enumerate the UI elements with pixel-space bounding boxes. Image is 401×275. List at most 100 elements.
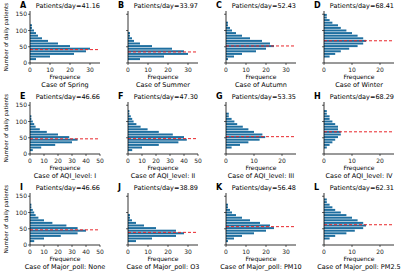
- bar: [30, 128, 40, 130]
- bar: [226, 118, 232, 120]
- x-tick-label: 0: [28, 66, 32, 73]
- bar: [226, 115, 229, 117]
- bar: [324, 113, 327, 115]
- mean-line: [128, 51, 198, 52]
- bar: [324, 235, 335, 237]
- bar: [324, 45, 358, 47]
- x-tick-label: 10: [144, 66, 152, 73]
- caption: Case of Summer: [136, 81, 190, 89]
- x-axis: [226, 154, 296, 155]
- x-tick-label: 10: [40, 248, 48, 255]
- panel: 0102030JPatients/day=38.89FrequenceCase …: [117, 183, 199, 271]
- x-tick-label: 30: [184, 248, 192, 255]
- mean-line: [30, 229, 100, 230]
- panel-letter: K: [216, 183, 223, 192]
- y-tick: [322, 228, 324, 229]
- x-tick-label: 20: [376, 248, 384, 255]
- y-label: Number of daily patients: [3, 3, 10, 71]
- panel-title: Patients/day=41.16: [36, 2, 100, 10]
- bar: [324, 139, 335, 141]
- y-tick: [224, 63, 226, 64]
- mean-line: [324, 131, 394, 132]
- bar: [30, 217, 38, 219]
- bar: [226, 56, 234, 58]
- y-tick: [224, 212, 226, 213]
- bar: [226, 30, 232, 32]
- x-tick-label: 20: [152, 157, 160, 164]
- bar: [324, 222, 363, 224]
- bar: [324, 110, 327, 112]
- bar: [324, 144, 330, 146]
- bar: [324, 230, 355, 232]
- bar: [324, 43, 363, 45]
- x-tick-label: 0: [28, 157, 32, 164]
- bar: [226, 235, 242, 237]
- bar: [128, 134, 173, 136]
- y-tick: [322, 154, 324, 155]
- bar: [128, 141, 178, 143]
- y-tick-label: 50: [19, 225, 27, 232]
- bar: [30, 209, 33, 211]
- y-tick: [126, 46, 128, 47]
- panel-title: Patients/day=46.66: [36, 184, 100, 192]
- bar: [128, 118, 132, 120]
- x-axis: [324, 63, 394, 64]
- bar: [30, 35, 38, 37]
- bar: [128, 56, 164, 58]
- bar: [30, 214, 36, 216]
- bar: [226, 37, 250, 39]
- bar: [30, 134, 58, 136]
- y-tick: [28, 196, 30, 197]
- bar: [30, 227, 78, 229]
- bar: [30, 53, 74, 55]
- bar: [128, 123, 136, 125]
- y-tick-label: 50: [19, 43, 27, 50]
- bar: [128, 131, 159, 133]
- panel: 01020304050FPatients/day=47.30FrequenceC…: [118, 92, 202, 180]
- bar: [128, 230, 176, 232]
- y-tick: [322, 46, 324, 47]
- x-tick-label: 20: [376, 157, 384, 164]
- y-tick-label: 50: [19, 134, 27, 141]
- x-tick-label: 0: [322, 157, 326, 164]
- x-tick-label: 10: [348, 66, 356, 73]
- bar: [30, 123, 34, 125]
- panel-title: Patients/day=56.48: [232, 184, 296, 192]
- bar: [30, 32, 36, 34]
- x-tick-label: 0: [224, 66, 228, 73]
- panel: 0102030BPatients/day=33.97FrequenceCase …: [118, 1, 198, 89]
- bar: [324, 17, 327, 19]
- bar: [324, 24, 338, 26]
- caption: Case of Winter: [335, 81, 383, 89]
- bar: [324, 206, 332, 208]
- plot-area: [128, 32, 198, 60]
- bar: [30, 144, 55, 146]
- y-tick: [322, 196, 324, 197]
- bar: [226, 113, 229, 115]
- bar: [128, 147, 142, 149]
- bar: [226, 126, 243, 128]
- x-label: Frequence: [343, 255, 374, 263]
- y-tick: [28, 14, 30, 15]
- y-tick-label: 150: [16, 10, 28, 17]
- y-axis: [128, 11, 129, 63]
- y-tick: [28, 46, 30, 47]
- x-axis: [30, 63, 100, 64]
- x-axis: [30, 245, 100, 246]
- panel: 0102030050100150APatients/day=41.16Frequ…: [3, 1, 100, 89]
- plot-area: [226, 22, 296, 60]
- y-tick: [224, 228, 226, 229]
- x-tick-label: 20: [262, 248, 270, 255]
- caption: Case of Major_poll: PM10: [220, 263, 301, 271]
- x-axis: [226, 63, 296, 64]
- bar: [226, 32, 236, 34]
- bar: [30, 50, 86, 52]
- y-tick: [322, 245, 324, 246]
- bar: [128, 53, 188, 55]
- panel-title: Patients/day=53.35: [232, 93, 296, 101]
- bar: [128, 238, 152, 240]
- y-axis: [30, 11, 31, 63]
- bar: [30, 56, 50, 58]
- y-tick-label: 100: [16, 118, 28, 125]
- bar: [226, 134, 262, 136]
